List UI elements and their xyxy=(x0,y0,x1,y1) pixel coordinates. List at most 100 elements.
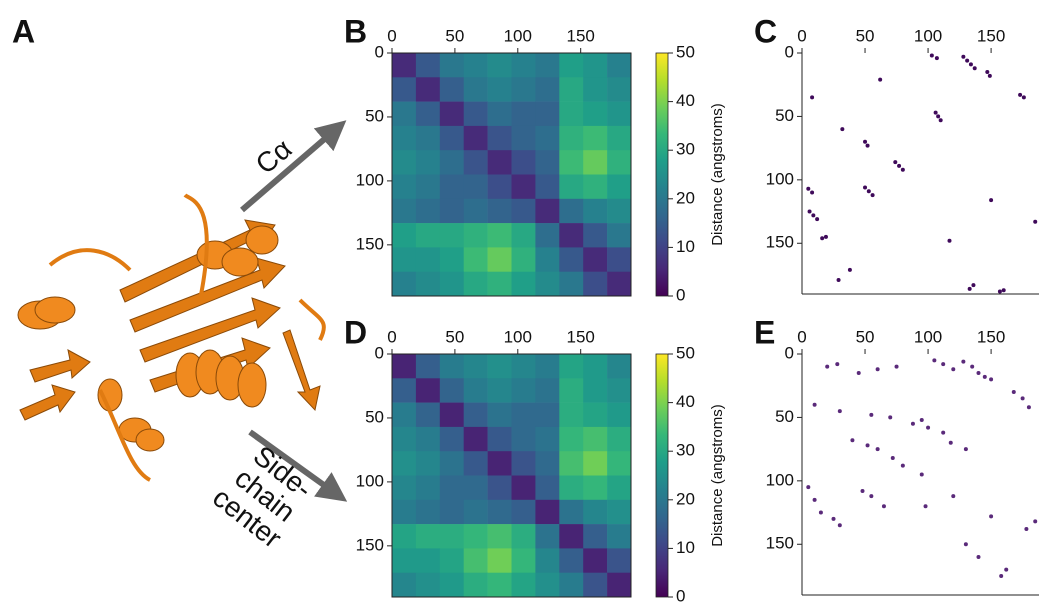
y-tick-label: 0 xyxy=(785,343,794,362)
heatmap-cell xyxy=(607,354,632,379)
heatmap-cell xyxy=(392,499,417,525)
y-tick-label: 150 xyxy=(766,233,794,252)
heatmap-cell xyxy=(392,125,417,151)
heatmap-cell xyxy=(439,402,464,428)
heatmap-cell xyxy=(439,150,464,175)
colorbar-tick-label: 20 xyxy=(676,489,695,508)
heatmap-cell xyxy=(511,125,536,151)
heatmap-cell xyxy=(535,174,560,200)
arrow-label-group: Side- chain center xyxy=(207,440,318,554)
heatmap-cell xyxy=(559,150,584,175)
contact-point xyxy=(976,371,981,376)
contact-point xyxy=(947,238,952,243)
heatmap-cell xyxy=(392,150,417,175)
heatmap-cell xyxy=(439,53,464,78)
plot-frame xyxy=(391,353,632,598)
heatmap-cell xyxy=(583,150,608,175)
heatmap-cell xyxy=(535,125,560,151)
contact-point xyxy=(897,163,902,168)
heatmap-cell xyxy=(439,572,464,598)
contact-point xyxy=(870,193,875,198)
heatmap-cell xyxy=(392,426,417,452)
heatmap-cell xyxy=(463,247,488,272)
heatmap-cell xyxy=(607,451,632,476)
contact-point xyxy=(919,417,924,422)
heatmap-cell xyxy=(487,499,512,525)
y-tick-label: 0 xyxy=(785,42,794,61)
heatmap-cell xyxy=(583,247,608,272)
heatmap-cell xyxy=(463,475,488,501)
heatmap-cell xyxy=(392,475,417,501)
contact-point xyxy=(936,114,941,119)
heatmap-cell xyxy=(559,198,584,224)
heatmap-cell xyxy=(511,271,536,297)
y-tick-label: 100 xyxy=(356,471,384,490)
heatmap-cell xyxy=(559,548,584,573)
heatmap-cell xyxy=(535,53,560,78)
contact-point xyxy=(823,234,828,239)
x-tick-label: 50 xyxy=(445,26,464,45)
heatmap-cell xyxy=(487,548,512,573)
heatmap-cell xyxy=(392,271,417,297)
heatmap-cell xyxy=(415,548,441,573)
heatmap-cell xyxy=(583,572,608,598)
x-tick-label: 50 xyxy=(856,26,875,45)
heatmap-cell xyxy=(415,524,441,549)
heatmap-cell xyxy=(535,247,560,272)
contact-point xyxy=(815,217,820,222)
contact-point xyxy=(985,70,990,75)
contact-point xyxy=(997,289,1002,294)
contact-point xyxy=(893,160,898,165)
heatmap-cell xyxy=(439,247,464,272)
heatmap-cell xyxy=(415,451,441,476)
heatmap-cell xyxy=(583,499,608,525)
colorbar-tick-label: 50 xyxy=(676,42,695,61)
contact-point xyxy=(1004,567,1009,572)
x-tick-label: 100 xyxy=(914,327,942,346)
heatmap-cell xyxy=(511,524,536,549)
heatmap-cell xyxy=(415,198,441,224)
contact-point xyxy=(923,504,928,509)
contact-point xyxy=(820,236,825,241)
colorbar-tick-label: 30 xyxy=(676,441,695,460)
contact-point xyxy=(806,485,811,490)
heatmap-cell xyxy=(607,378,632,403)
heatmap-cell xyxy=(392,354,417,379)
heatmap-cell xyxy=(583,402,608,428)
panel-label: B xyxy=(344,13,367,49)
contact-point xyxy=(970,364,975,369)
colorbar-tick-label: 50 xyxy=(676,343,695,362)
heatmap-cell xyxy=(559,354,584,379)
contact-point xyxy=(840,127,845,132)
x-tick-label: 150 xyxy=(977,327,1005,346)
heatmap-cell xyxy=(607,150,632,175)
y-tick-label: 50 xyxy=(775,407,794,426)
heatmap-cell xyxy=(487,174,512,200)
heatmap-cell xyxy=(559,475,584,501)
contact-point xyxy=(837,409,842,414)
colorbar-tick-label: 10 xyxy=(676,538,695,557)
x-tick-label: 0 xyxy=(387,26,396,45)
heatmap-cell xyxy=(607,125,632,151)
colorbar-tick-label: 0 xyxy=(676,285,685,304)
contact-point xyxy=(972,66,977,71)
x-tick-label: 0 xyxy=(387,327,396,346)
contact-point xyxy=(961,359,966,364)
contact-point xyxy=(865,443,870,448)
contact-point xyxy=(900,463,905,468)
contact-point xyxy=(933,110,938,115)
contact-point xyxy=(863,139,868,144)
heatmap-cell xyxy=(415,174,441,200)
heatmap-cell xyxy=(535,402,560,428)
contact-point xyxy=(856,371,861,376)
heatmap-cell xyxy=(415,354,441,379)
heatmap-cell xyxy=(463,426,488,452)
heatmap-cell xyxy=(607,548,632,573)
heatmap-cell xyxy=(511,572,536,598)
x-tick-label: 100 xyxy=(504,26,532,45)
heatmap-cell xyxy=(463,548,488,573)
heatmap-cell xyxy=(511,223,536,248)
heatmap-cell xyxy=(559,524,584,549)
heatmap-cell xyxy=(487,198,512,224)
